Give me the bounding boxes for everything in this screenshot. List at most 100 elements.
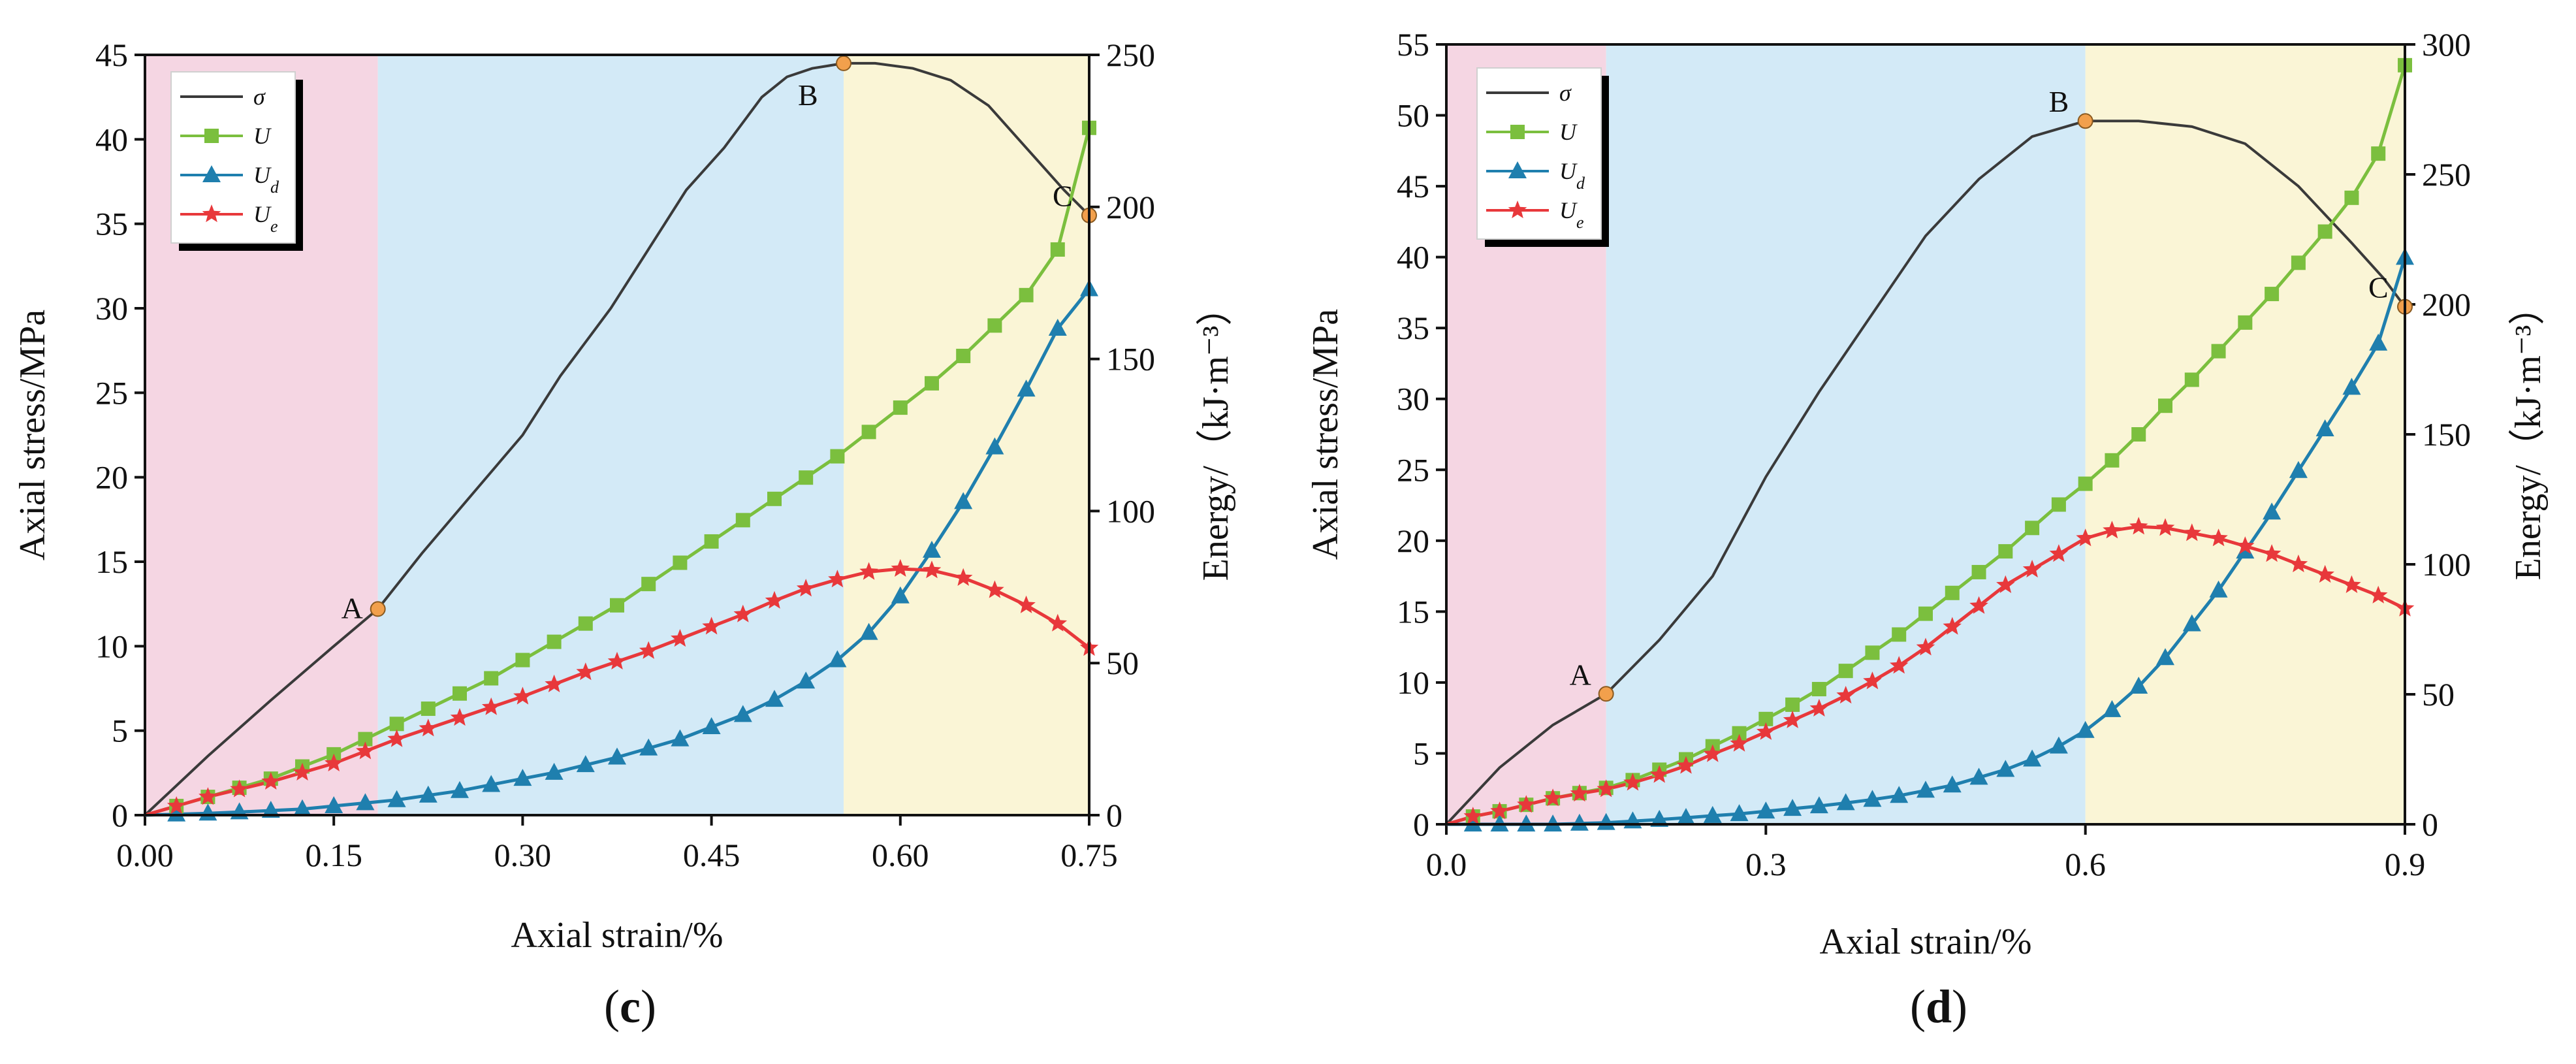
x-tick-label: 0.9 — [2385, 846, 2426, 882]
series-u-marker — [2051, 497, 2066, 512]
series-u-e-marker — [545, 674, 564, 692]
series-u-marker — [1892, 627, 1907, 642]
point-b-label: B — [798, 78, 818, 112]
series-u-e-marker — [671, 629, 690, 647]
caption-close: ) — [1952, 980, 1967, 1033]
series-u-marker — [767, 491, 782, 506]
series-u-d-marker — [2342, 378, 2361, 395]
series-u-d-marker — [167, 804, 186, 822]
series-u-e-marker — [828, 570, 847, 588]
series-u-d-marker — [513, 769, 532, 786]
legend-sigma-label: σ — [1559, 80, 1572, 106]
series-u-d-marker — [859, 622, 878, 640]
series-u-d-marker — [671, 729, 690, 747]
series-u-d-marker — [1048, 319, 1067, 336]
series-u-e-marker — [1490, 801, 1509, 820]
y-left-tick-label: 15 — [95, 543, 128, 580]
series-u-marker — [2078, 476, 2093, 491]
y-left-tick-label: 10 — [1397, 664, 1429, 701]
series-u-marker — [1785, 697, 1800, 712]
series-u-e-marker — [356, 741, 375, 760]
series-u-d-marker — [2315, 419, 2334, 437]
series-u-e-marker — [1890, 656, 1909, 674]
series-u-d-marker — [891, 586, 910, 604]
series-u-d-marker — [1757, 801, 1775, 819]
series-u-marker — [1019, 287, 1034, 302]
series-u-e-marker — [2076, 528, 2095, 547]
y-axis-left-label: Axial stress/MPa — [12, 310, 53, 560]
series-u-d-marker — [356, 793, 375, 811]
caption-close: ) — [641, 980, 656, 1033]
x-tick-label: 0.00 — [116, 837, 174, 873]
series-u-d-marker — [2156, 648, 2174, 666]
series-u-e-marker — [1943, 617, 1962, 635]
series-markers — [167, 120, 1099, 822]
point-a-label: A — [342, 591, 363, 624]
series-u-e-marker — [2342, 575, 2361, 593]
legend-sigma-label: σ — [253, 84, 266, 110]
series-u-d-marker — [482, 775, 501, 792]
series-u-marker — [610, 598, 624, 613]
series-u-e-marker — [2236, 536, 2255, 555]
y-left-tick-label: 40 — [95, 121, 128, 157]
series-u-e-marker — [1570, 784, 1589, 802]
y-right-tick-label: 100 — [1106, 492, 1155, 529]
series-u-d-marker — [1570, 813, 1589, 831]
series-u-marker — [956, 348, 971, 363]
series-u-marker — [2211, 344, 2226, 359]
series-u-marker — [925, 376, 939, 391]
series-u-d-marker — [545, 762, 564, 780]
series-u-e-marker — [1650, 765, 1669, 783]
series-u-marker — [2344, 190, 2359, 205]
series-u-e-marker — [2129, 517, 2148, 535]
series-u-d-marker — [2103, 700, 2122, 717]
y-right-tick-label: 200 — [2422, 286, 2471, 323]
series-u-d-marker — [1703, 805, 1722, 823]
series-u-marker — [1732, 726, 1747, 741]
series-u-d-marker — [387, 790, 406, 807]
caption-letter: d — [1926, 980, 1952, 1033]
series-u-d-marker — [954, 492, 973, 509]
series-u-e-marker — [2315, 564, 2334, 583]
y-left-tick-label: 20 — [1397, 523, 1429, 559]
series-u-e-marker — [1996, 575, 2015, 593]
legend-u-marker — [204, 129, 219, 143]
series-u-e-marker — [1969, 596, 1988, 614]
stage-points: A B C — [342, 55, 1097, 624]
y-right-tick-label: 100 — [2422, 546, 2471, 583]
series-u-e-marker — [639, 641, 658, 659]
point-c-label: C — [2368, 271, 2389, 304]
series-u-marker — [704, 534, 719, 549]
point-a-label: A — [1570, 658, 1591, 691]
series-u-marker — [641, 577, 656, 592]
series-u-e-marker — [1703, 744, 1722, 762]
series-u-marker — [2025, 521, 2040, 536]
x-axis-label: Axial strain/% — [1819, 922, 2031, 962]
caption-letter: c — [620, 980, 641, 1033]
series-u-marker — [2184, 372, 2199, 387]
series-u-d-marker — [2023, 749, 2042, 767]
series-u-e-marker — [953, 568, 973, 586]
region-2 — [1606, 44, 2086, 824]
series-markers — [1463, 57, 2415, 831]
series-u-e-marker — [230, 779, 249, 798]
series-u-marker — [1050, 242, 1065, 257]
series-u-e-marker — [450, 708, 469, 726]
series-u-e-marker — [1916, 637, 1935, 656]
series-u-marker — [389, 717, 404, 732]
caption-open: ( — [1910, 980, 1926, 1033]
point-b-marker — [2077, 113, 2093, 129]
y-left-tick-label: 0 — [112, 797, 128, 833]
series-u-marker — [515, 653, 530, 668]
series-u-e-marker — [513, 686, 532, 705]
point-b-marker — [836, 55, 852, 71]
series-u-e-marker — [324, 753, 343, 771]
series-u-d-marker — [325, 796, 343, 814]
caption-open: ( — [604, 980, 620, 1033]
series-u-e-marker — [1863, 671, 1882, 690]
series-u-d-marker — [923, 540, 941, 558]
y-left-tick-label: 0 — [1413, 806, 1429, 843]
series-u-d-marker — [1916, 781, 1935, 798]
series-u-marker — [2158, 398, 2172, 413]
